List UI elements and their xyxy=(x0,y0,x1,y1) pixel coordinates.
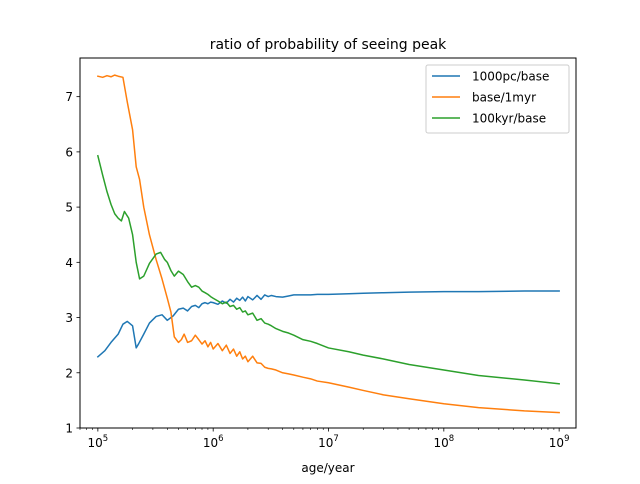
x-tick-label-0: 105 xyxy=(88,434,109,450)
legend: 1000pc/base base/1myr 100kyr/base xyxy=(425,64,570,134)
series-line-1 xyxy=(96,74,560,414)
legend-label-0: 1000pc/base xyxy=(472,70,549,84)
x-axis: 105 106 107 108 109 xyxy=(79,428,570,450)
legend-frame xyxy=(425,64,570,134)
x-tick-label-4: 109 xyxy=(549,434,570,450)
plot-area xyxy=(79,57,577,429)
y-tick-label-5: 6 xyxy=(65,145,73,159)
x-tick-label-1: 106 xyxy=(203,434,224,450)
chart-title: ratio of probability of seeing peak xyxy=(210,37,447,53)
y-tick-label-4: 5 xyxy=(65,201,73,215)
y-tick-label-6: 7 xyxy=(65,90,73,104)
y-tick-label-1: 2 xyxy=(65,366,73,380)
series-line-2 xyxy=(96,154,560,385)
axes-frame xyxy=(79,57,577,429)
legend-label-2: 100kyr/base xyxy=(472,112,546,126)
x-tick-label-2: 107 xyxy=(318,434,339,450)
y-tick-label-0: 1 xyxy=(65,422,73,436)
y-tick-label-2: 3 xyxy=(65,311,73,325)
series-layer xyxy=(96,74,560,414)
x-tick-label-3: 108 xyxy=(433,434,454,450)
legend-label-1: base/1myr xyxy=(472,91,536,105)
y-axis: 1 2 3 4 5 6 7 xyxy=(65,90,80,436)
y-tick-label-3: 4 xyxy=(65,256,73,270)
x-axis-label: age/year xyxy=(301,461,354,475)
